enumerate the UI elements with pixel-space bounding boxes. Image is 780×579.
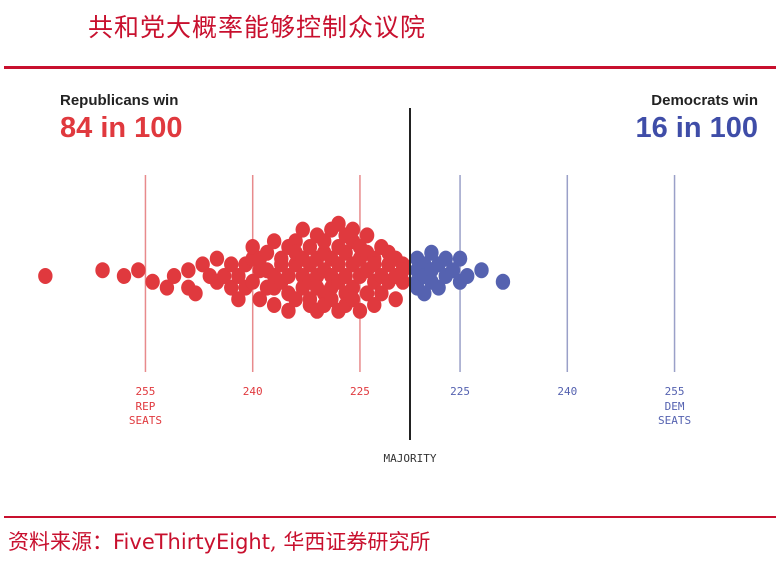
tick-sublabel-republican: REP bbox=[136, 400, 156, 413]
republican-outcome-dot-5 bbox=[159, 279, 175, 296]
republican-outcome-dot-74 bbox=[338, 244, 353, 261]
republican-outcome-dot-102 bbox=[388, 291, 403, 308]
republican-outcome-dot-32 bbox=[266, 297, 282, 313]
republican-outcome-dot-76 bbox=[338, 268, 353, 284]
republican-outcome-dot-94 bbox=[367, 297, 382, 313]
tick-label-republican-240: 240 bbox=[243, 385, 263, 398]
republican-outcome-dot-98 bbox=[374, 285, 389, 302]
republican-outcome-dot-43 bbox=[288, 291, 303, 308]
republican-outcome-dot-95 bbox=[367, 256, 382, 273]
republican-outcome-dot-80 bbox=[345, 279, 360, 296]
republican-outcome-dot-3 bbox=[131, 262, 146, 279]
republican-outcome-dot-33 bbox=[266, 233, 282, 250]
majority-label: MAJORITY bbox=[384, 452, 437, 465]
democrat-outcome-dot-19 bbox=[495, 273, 511, 290]
republican-outcome-dot-24 bbox=[252, 291, 268, 308]
republican-outcome-dot-10 bbox=[195, 256, 210, 273]
republican-outcome-dot-69 bbox=[331, 256, 346, 273]
republican-outcome-dot-36 bbox=[274, 256, 289, 273]
republican-outcome-dot-73 bbox=[331, 215, 346, 232]
republican-outcome-dot-83 bbox=[345, 221, 360, 238]
republican-outcome-dot-40 bbox=[281, 302, 296, 319]
republican-outcome-dot-88 bbox=[359, 285, 375, 302]
democrat-outcome-dot-6 bbox=[417, 285, 432, 302]
republican-outcome-dot-9 bbox=[188, 285, 203, 302]
republican-outcome-dot-22 bbox=[245, 239, 260, 255]
republican-outcome-dot-107 bbox=[395, 262, 411, 279]
democrat-outcome-dot-14 bbox=[445, 262, 461, 279]
democrat-outcome-dot-11 bbox=[431, 279, 446, 296]
republican-outcome-dot-16 bbox=[224, 279, 239, 296]
source-prefix: 资料来源： bbox=[8, 530, 113, 554]
democrat-outcome-dot-16 bbox=[452, 250, 468, 267]
tick-label-democrat-255: 255 bbox=[665, 385, 685, 398]
tick-sublabel-democrat: SEATS bbox=[658, 414, 691, 427]
republican-outcome-dot-106 bbox=[395, 273, 411, 290]
democrat-outcome-dot-18 bbox=[474, 262, 489, 279]
democrat-outcome-dot-7 bbox=[424, 244, 439, 261]
tick-label-democrat-240: 240 bbox=[557, 385, 577, 398]
republican-outcome-dot-53 bbox=[302, 291, 318, 308]
republican-outcome-dot-86 bbox=[352, 302, 368, 319]
republican-outcome-dot-15 bbox=[224, 256, 239, 273]
tick-sublabel-republican: SEATS bbox=[129, 414, 162, 427]
source-brand: FiveThirtyEight bbox=[113, 530, 270, 554]
democrats-win-label: Democrats win bbox=[651, 92, 758, 109]
tick-sublabel-democrat: DEM bbox=[665, 400, 685, 413]
bottom-divider bbox=[4, 516, 776, 518]
tick-label-republican-255: 255 bbox=[136, 385, 156, 398]
republican-outcome-dot-6 bbox=[166, 268, 182, 284]
republican-outcome-dot-39 bbox=[281, 268, 296, 284]
republican-outcome-dot-7 bbox=[181, 262, 196, 279]
republican-outcome-dot-68 bbox=[324, 291, 339, 308]
republican-outcome-dot-29 bbox=[259, 244, 275, 261]
source-note: 资料来源：FiveThirtyEight, 华西证券研究所 bbox=[8, 526, 430, 556]
republican-outcome-dot-14 bbox=[216, 268, 232, 284]
republican-outcome-dot-0 bbox=[38, 268, 53, 284]
source-suffix: , 华西证券研究所 bbox=[269, 530, 431, 554]
republican-outcome-dot-13 bbox=[209, 250, 225, 267]
republican-outcome-dot-47 bbox=[295, 221, 310, 238]
republican-outcome-dot-2 bbox=[116, 268, 132, 284]
republican-outcome-dot-23 bbox=[245, 273, 260, 290]
democrat-outcome-dot-12 bbox=[438, 250, 453, 267]
republican-outcome-dot-4 bbox=[145, 273, 160, 290]
republicans-win-value: 84 in 100 bbox=[60, 112, 183, 144]
republican-outcome-dot-1 bbox=[95, 262, 110, 279]
tick-label-democrat-225: 225 bbox=[450, 385, 470, 398]
republican-outcome-dot-42 bbox=[288, 233, 303, 250]
republican-outcome-dot-50 bbox=[302, 239, 318, 255]
republican-outcome-dot-62 bbox=[317, 233, 332, 250]
democrats-win-value: 16 in 100 bbox=[635, 112, 758, 144]
republican-outcome-dot-17 bbox=[231, 291, 246, 308]
tick-label-republican-225: 225 bbox=[350, 385, 370, 398]
democrat-outcome-dot-17 bbox=[460, 268, 475, 284]
republican-outcome-dot-82 bbox=[345, 291, 360, 308]
republicans-win-label: Republicans win bbox=[60, 92, 179, 109]
top-divider bbox=[4, 66, 776, 69]
republican-outcome-dot-18 bbox=[231, 268, 246, 284]
republican-outcome-dot-90 bbox=[359, 227, 375, 244]
page-title: 共和党大概率能够控制众议院 bbox=[88, 13, 427, 42]
